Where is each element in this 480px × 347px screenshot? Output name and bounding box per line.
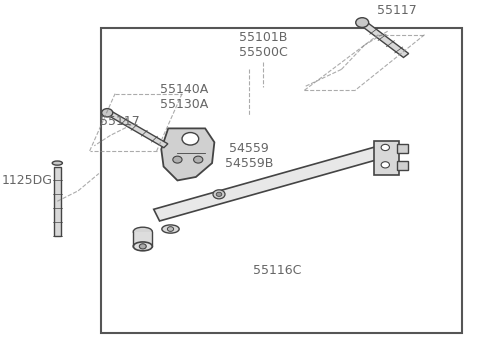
Bar — [374, 141, 399, 175]
Circle shape — [381, 162, 389, 168]
Text: 1125DG: 1125DG — [2, 174, 53, 187]
Ellipse shape — [162, 225, 179, 233]
Polygon shape — [54, 167, 60, 236]
Bar — [133, 232, 152, 246]
Circle shape — [193, 156, 203, 163]
Text: 55101B
55500C: 55101B 55500C — [239, 31, 287, 59]
Ellipse shape — [133, 242, 152, 251]
Text: 54559
54559B: 54559 54559B — [225, 142, 273, 170]
Circle shape — [381, 144, 389, 151]
Ellipse shape — [133, 227, 152, 236]
Bar — [397, 144, 408, 153]
Circle shape — [102, 109, 113, 117]
Polygon shape — [154, 147, 381, 221]
Bar — [397, 161, 408, 170]
Ellipse shape — [52, 161, 62, 165]
Circle shape — [356, 18, 369, 27]
Text: 55140A
55130A: 55140A 55130A — [160, 83, 208, 111]
Circle shape — [139, 244, 146, 249]
Circle shape — [182, 133, 199, 145]
Circle shape — [213, 190, 225, 199]
Circle shape — [216, 192, 222, 196]
Circle shape — [173, 156, 182, 163]
Text: 55116C: 55116C — [252, 264, 301, 277]
Polygon shape — [357, 19, 408, 58]
Circle shape — [168, 227, 174, 231]
Polygon shape — [104, 109, 168, 148]
Bar — [101, 28, 462, 333]
Text: 55117: 55117 — [100, 115, 140, 128]
Polygon shape — [161, 128, 215, 180]
Text: 55117: 55117 — [377, 4, 417, 17]
